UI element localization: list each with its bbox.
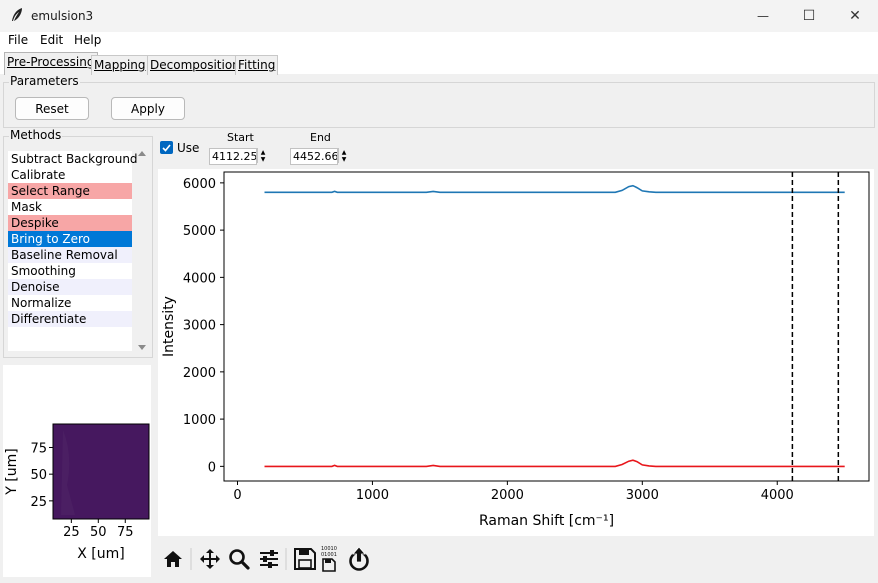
methods-list: Subtract Background Calibrate Select Range… xyxy=(8,151,138,351)
svg-text:01001: 01001 xyxy=(321,552,337,558)
tab-bar: Pre-Processing Mapping Decomposition Fit… xyxy=(0,50,878,75)
configure-icon[interactable] xyxy=(260,550,278,568)
tab-mapping[interactable]: Mapping xyxy=(91,55,149,75)
methods-group xyxy=(3,136,153,358)
save-data-icon[interactable]: 10010 01001 xyxy=(321,546,337,572)
y-tick-label: 0 xyxy=(208,460,216,475)
end-input[interactable]: 4452.66 xyxy=(290,148,338,165)
map-x-tick-label: 75 xyxy=(117,525,134,540)
tab-pre-processing[interactable]: Pre-Processing xyxy=(4,52,98,75)
plot-frame xyxy=(223,171,870,482)
y-tick-label: 1000 xyxy=(183,413,216,428)
home-icon[interactable] xyxy=(164,551,182,567)
method-item[interactable]: Normalize xyxy=(8,295,132,311)
end-spinbox[interactable]: 4452.66 ▲ ▼ xyxy=(290,148,349,165)
y-tick-label: 5000 xyxy=(183,224,216,239)
map-y-tick-label: 50 xyxy=(30,468,47,483)
method-item[interactable]: Bring to Zero xyxy=(8,231,132,247)
use-label: Use xyxy=(177,141,200,155)
tab-decomposition[interactable]: Decomposition xyxy=(147,55,243,75)
reset-button[interactable]: Reset xyxy=(15,97,89,120)
y-tick-label: 4000 xyxy=(183,271,216,286)
plot-toolbar: 10010 01001 xyxy=(158,540,874,578)
start-spinbox[interactable]: 4112.25 ▲ ▼ xyxy=(209,148,268,165)
close-icon: ✕ xyxy=(849,8,861,24)
map-x-tick-label: 50 xyxy=(90,525,107,540)
x-tick-label: 3000 xyxy=(626,488,659,503)
spectrum-chart: 0 1000 2000 3000 4000 0 1000 2000 3000 4000 5000 60… xyxy=(161,171,870,529)
use-checkbox[interactable] xyxy=(160,141,173,154)
method-item[interactable]: Subtract Background xyxy=(8,151,138,167)
methods-title: Methods xyxy=(9,128,63,142)
minimize-icon: — xyxy=(757,9,769,23)
method-item[interactable]: Calibrate xyxy=(8,167,132,183)
methods-scrollbar[interactable] xyxy=(134,146,150,354)
maximize-button[interactable]: ☐ xyxy=(786,0,832,32)
mini-map-panel: 25 50 75 25 50 75 X [um] Y [um] xyxy=(3,365,151,577)
x-axis-label: Raman Shift [cm⁻¹] xyxy=(479,513,614,529)
end-label: End xyxy=(310,131,331,144)
scrollbar-arrows xyxy=(138,151,146,350)
method-item[interactable]: Baseline Removal xyxy=(8,247,132,263)
menu-edit[interactable]: Edit xyxy=(40,33,64,47)
menu-bar: File Edit Help xyxy=(0,32,878,50)
start-input[interactable]: 4112.25 xyxy=(209,148,257,165)
series-line xyxy=(264,459,845,468)
export-icon[interactable] xyxy=(349,546,369,571)
title-bar: emulsion3 — ☐ ✕ xyxy=(0,0,878,33)
method-item[interactable]: Select Range xyxy=(8,183,132,199)
map-x-axis-label: X [um] xyxy=(77,546,124,562)
svg-text:10010: 10010 xyxy=(321,546,337,552)
menu-file[interactable]: File xyxy=(8,33,29,47)
spectrum-plot[interactable]: 0 1000 2000 3000 4000 0 1000 2000 3000 4000 5000 60… xyxy=(158,169,874,536)
y-tick-label: 3000 xyxy=(183,319,216,334)
close-button[interactable]: ✕ xyxy=(832,0,878,32)
map-x-tick-label: 25 xyxy=(63,525,80,540)
mini-map-chart[interactable]: 25 50 75 25 50 75 X [um] Y [um] xyxy=(3,365,151,577)
method-item[interactable]: Denoise xyxy=(8,279,132,295)
x-tick-label: 4000 xyxy=(761,488,794,503)
pan-icon[interactable] xyxy=(200,549,220,569)
feather-icon xyxy=(12,8,22,21)
scroll-down-icon xyxy=(138,345,146,350)
save-icon[interactable] xyxy=(294,548,316,570)
y-tick-label: 2000 xyxy=(183,366,216,381)
checkmark-icon xyxy=(162,144,171,152)
parameters-group xyxy=(3,82,875,128)
map-y-axis-label: Y [um] xyxy=(4,448,20,495)
method-item[interactable]: Mask xyxy=(8,199,132,215)
parameters-title: Parameters xyxy=(9,74,80,88)
scroll-up-icon xyxy=(138,151,146,156)
start-spin-arrows-icon[interactable]: ▲ ▼ xyxy=(257,148,268,163)
menu-help[interactable]: Help xyxy=(74,33,102,47)
minimize-button[interactable]: — xyxy=(740,0,786,32)
method-item[interactable]: Differentiate xyxy=(8,311,132,327)
method-item[interactable]: Despike xyxy=(8,215,132,231)
apply-button[interactable]: Apply xyxy=(111,97,185,120)
x-tick-label: 1000 xyxy=(356,488,389,503)
map-y-tick-label: 75 xyxy=(30,441,47,456)
map-texture xyxy=(61,430,75,515)
end-spin-arrows-icon[interactable]: ▲ ▼ xyxy=(338,148,349,163)
map-y-tick-label: 25 xyxy=(30,495,47,510)
series-line xyxy=(264,184,845,194)
y-tick-label: 6000 xyxy=(183,177,216,192)
method-item[interactable]: Smoothing xyxy=(8,263,132,279)
x-tick-label: 0 xyxy=(233,488,241,503)
x-tick-label: 2000 xyxy=(491,488,524,503)
tab-fitting[interactable]: Fitting xyxy=(235,55,279,75)
start-label: Start xyxy=(227,131,254,144)
y-axis-label: Intensity xyxy=(161,296,177,357)
app-title: emulsion3 xyxy=(31,9,94,23)
maximize-icon: ☐ xyxy=(802,8,816,24)
zoom-icon[interactable] xyxy=(229,549,250,570)
